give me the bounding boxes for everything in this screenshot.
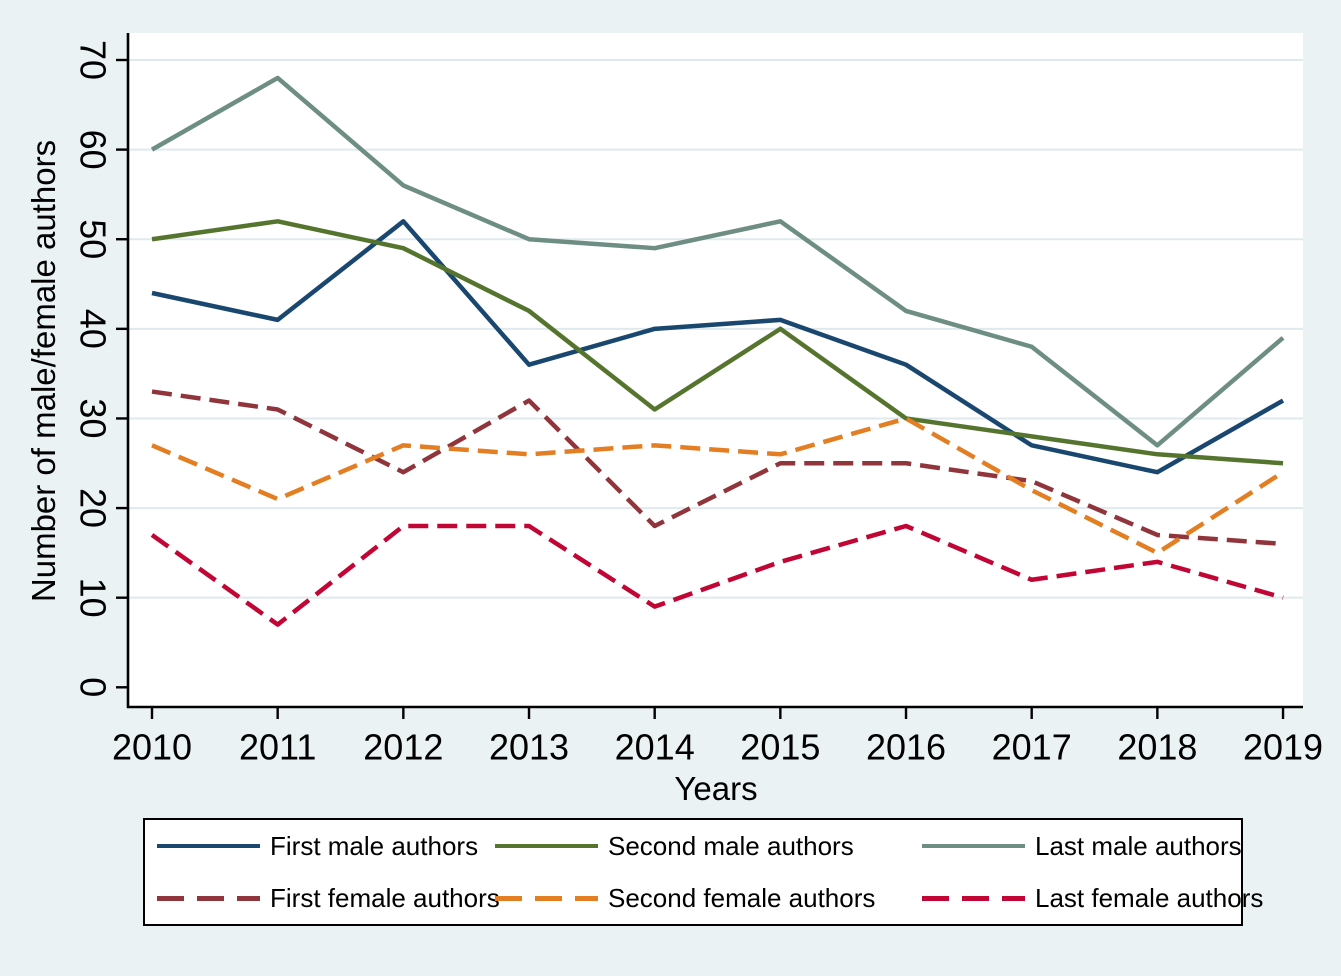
x-tick-label: 2016 (866, 727, 946, 768)
series-line-4 (151, 416, 1285, 556)
legend-line-sample (922, 895, 1025, 901)
x-axis-title: Years (674, 770, 758, 807)
legend-item-label: First female authors (270, 882, 500, 913)
series-line-3 (151, 389, 1284, 547)
legend-line-sample (157, 844, 260, 848)
series-line-2 (150, 75, 1285, 448)
x-tick-label: 2014 (615, 727, 695, 768)
x-tick-label: 2015 (740, 727, 820, 768)
y-tick-label: 20 (73, 488, 114, 528)
y-tick-label: 30 (73, 398, 114, 438)
legend-item-label: First male authors (270, 830, 479, 861)
y-axis-title: Number of male/female authors (25, 139, 62, 603)
series-line-1 (151, 219, 1284, 466)
legend-line-sample (495, 895, 598, 901)
legend-item: First female authors (145, 883, 500, 914)
legend-item: Last female authors (922, 883, 1263, 914)
series-line-5 (150, 523, 1284, 627)
series-line-0 (151, 219, 1285, 475)
y-tick-label: 0 (73, 677, 114, 697)
y-tick-label: 60 (73, 130, 114, 170)
legend: First male authors Second male authors Las… (143, 818, 1263, 926)
x-tick-label: 2012 (363, 727, 443, 768)
y-tick-label: 10 (73, 578, 114, 618)
legend-item: First male authors (145, 831, 495, 862)
legend-item: Last male authors (922, 831, 1263, 862)
x-tick-label: 2017 (992, 727, 1072, 768)
x-tick-label: 2019 (1243, 727, 1323, 768)
y-tick-label: 40 (73, 309, 114, 349)
legend-line-sample (922, 844, 1025, 848)
legend-item-label: Last male authors (1035, 830, 1242, 861)
legend-item: Second male authors (495, 831, 922, 862)
legend-line-sample (157, 895, 260, 901)
legend-line-sample (495, 844, 598, 848)
legend-item-label: Last female authors (1035, 882, 1264, 913)
x-tick-label: 2011 (239, 727, 316, 768)
x-tick-label: 2013 (489, 727, 569, 768)
x-tick-label: 2010 (112, 727, 192, 768)
y-tick-label: 50 (73, 219, 114, 259)
legend-item: Second female authors (495, 883, 922, 914)
y-tick-label: 70 (73, 40, 114, 80)
x-tick-label: 2018 (1117, 727, 1197, 768)
legend-item-label: Second male authors (608, 830, 854, 861)
legend-item-label: Second female authors (608, 882, 876, 913)
